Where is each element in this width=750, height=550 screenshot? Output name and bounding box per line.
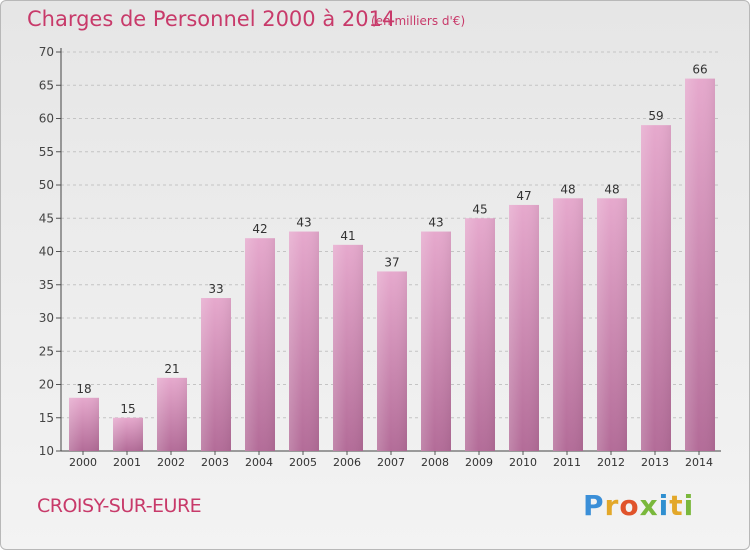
bar-shine [509, 204, 539, 451]
y-tick-label: 10 [39, 444, 54, 458]
x-tick-label: 2014 [685, 456, 713, 469]
y-tick-label: 70 [39, 45, 54, 59]
bar-value-label: 43 [428, 216, 443, 230]
y-tick-label: 65 [39, 78, 54, 92]
y-tick-label: 15 [39, 411, 54, 425]
x-tick-label: 2011 [553, 456, 581, 469]
bar-value-label: 37 [384, 255, 399, 269]
bar-value-label: 45 [472, 202, 487, 216]
bar-value-label: 48 [604, 182, 619, 196]
x-tick-label: 2013 [641, 456, 669, 469]
proxiti-logo: Proxiti [583, 489, 694, 522]
bar-shine [333, 244, 363, 451]
bar-shine [69, 397, 99, 451]
x-tick-label: 2009 [465, 456, 493, 469]
bars [69, 78, 715, 452]
bar-value-label: 59 [648, 109, 663, 123]
bar-value-label: 48 [560, 182, 575, 196]
logo-letter: r [604, 489, 620, 522]
logo-letter: t [669, 489, 684, 522]
bar-shine [597, 198, 627, 451]
x-tick-label: 2007 [377, 456, 405, 469]
logo-letter: i [683, 489, 695, 522]
logo-letter: i [658, 489, 670, 522]
x-tick-label: 2002 [157, 456, 185, 469]
bar-shine [685, 78, 715, 451]
x-tick-label: 2010 [509, 456, 537, 469]
bar-shine [465, 218, 495, 451]
chart-subtitle: (en milliers d'€) [371, 14, 466, 28]
y-tick-label: 55 [39, 145, 54, 159]
x-tick-label: 2012 [597, 456, 625, 469]
bar-value-label: 42 [252, 222, 267, 236]
x-tick-label: 2004 [245, 456, 273, 469]
x-tick-label: 2005 [289, 456, 317, 469]
bar-value-label: 43 [296, 216, 311, 230]
y-tick-label: 25 [39, 344, 54, 358]
logo-letter: P [583, 489, 605, 522]
bar-value-label: 15 [120, 402, 135, 416]
x-tick-label: 2000 [69, 456, 97, 469]
bar-shine [245, 238, 275, 451]
bar-shine [157, 377, 187, 451]
axes: 10 15 20 25 30 35 40 45 50 55 60 65 70 [39, 45, 721, 458]
bar-shine [553, 198, 583, 451]
bar-shine [377, 271, 407, 451]
chart-title: Charges de Personnel 2000 à 2014 [27, 7, 396, 31]
x-tick-label: 2001 [113, 456, 141, 469]
y-tick-label: 40 [39, 245, 54, 259]
x-tick-label: 2003 [201, 456, 229, 469]
y-tick-label: 20 [39, 378, 54, 392]
bar-shine [289, 231, 319, 451]
bar-value-label: 41 [340, 229, 355, 243]
commune-name: CROISY-SUR-EURE [37, 495, 202, 517]
bar-value-label: 18 [76, 382, 91, 396]
labels: 18 2000 15 2001 21 2002 33 2003 42 2004 43 2005 41 20… [69, 63, 713, 469]
logo-letter: o [619, 489, 640, 522]
y-tick-label: 50 [39, 178, 54, 192]
bar-shine [421, 231, 451, 451]
bar-shine [201, 298, 231, 451]
y-tick-label: 60 [39, 112, 54, 126]
y-tick-label: 30 [39, 311, 54, 325]
x-tick-label: 2006 [333, 456, 361, 469]
logo-letter: x [639, 489, 659, 522]
bar-shine [641, 125, 671, 452]
bar-value-label: 66 [692, 63, 707, 77]
y-tick-label: 45 [39, 211, 54, 225]
bar-value-label: 47 [516, 189, 531, 203]
bar-value-label: 33 [208, 282, 223, 296]
y-tick-label: 35 [39, 278, 54, 292]
bar-value-label: 21 [164, 362, 179, 376]
bar-shine [113, 417, 143, 451]
x-tick-label: 2008 [421, 456, 449, 469]
